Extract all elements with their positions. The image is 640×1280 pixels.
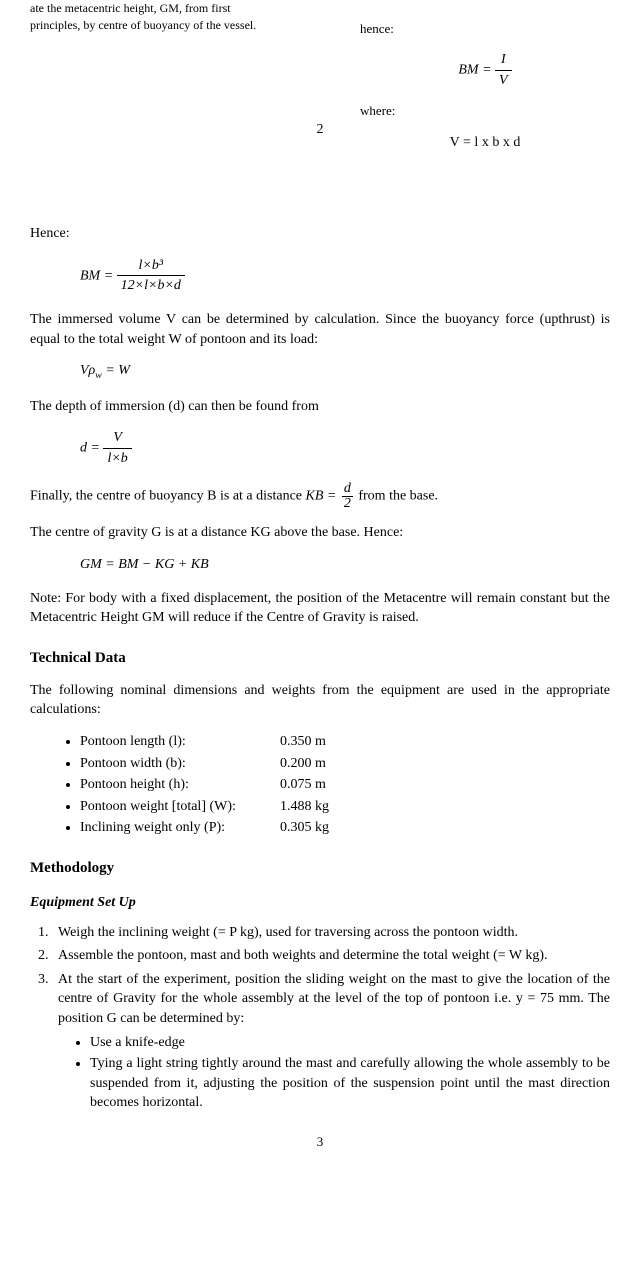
page-number-2: 2 bbox=[317, 120, 324, 140]
bm-formula-main: BM = l×b³ 12×l×b×d bbox=[80, 256, 610, 296]
list-item: At the start of the experiment, position… bbox=[52, 970, 610, 1113]
technical-data-title: Technical Data bbox=[30, 648, 610, 669]
list-item: Pontoon length (l):0.350 m bbox=[80, 732, 610, 752]
top-right-block: hence: BM = I V where: V = l x b x d bbox=[280, 0, 610, 164]
hence-main-label: Hence: bbox=[30, 224, 610, 244]
equipment-setup-title: Equipment Set Up bbox=[30, 893, 610, 913]
para-finally: Finally, the centre of buoyancy B is at … bbox=[30, 482, 610, 511]
page-container: ate the metacentric height, GM, from fir… bbox=[0, 0, 640, 1171]
list-item: Assemble the pontoon, mast and both weig… bbox=[52, 946, 610, 966]
para-depth: The depth of immersion (d) can then be f… bbox=[30, 397, 610, 417]
methodology-title: Methodology bbox=[30, 858, 610, 879]
list-item: Tying a light string tightly around the … bbox=[90, 1054, 610, 1113]
bm-formula-top: BM = I V bbox=[360, 50, 610, 90]
list-item: Inclining weight only (P):0.305 kg bbox=[80, 818, 610, 838]
para-centre-gravity: The centre of gravity G is at a distance… bbox=[30, 523, 610, 543]
d-formula: d = V l×b bbox=[80, 428, 610, 468]
methodology-steps: Weigh the inclining weight (= P kg), use… bbox=[52, 923, 610, 1113]
sub-steps: Use a knife-edge Tying a light string ti… bbox=[90, 1033, 610, 1113]
v-formula: V = l x b x d bbox=[360, 133, 610, 153]
list-item: Weigh the inclining weight (= P kg), use… bbox=[52, 923, 610, 943]
main-content: Hence: BM = l×b³ 12×l×b×d The immersed v… bbox=[30, 224, 610, 1151]
page-number-3: 3 bbox=[30, 1133, 610, 1151]
note-text: Note: For body with a fixed displacement… bbox=[30, 589, 610, 628]
eq-vpw: Vρw = W bbox=[80, 361, 610, 383]
where-label: where: bbox=[360, 102, 610, 120]
technical-data-list: Pontoon length (l):0.350 m Pontoon width… bbox=[80, 732, 610, 838]
top-left-text: ate the metacentric height, GM, from fir… bbox=[30, 0, 280, 34]
list-item: Pontoon height (h):0.075 m bbox=[80, 775, 610, 795]
list-item: Pontoon width (b):0.200 m bbox=[80, 754, 610, 774]
hence-label: hence: bbox=[360, 20, 610, 38]
para-immersed-volume: The immersed volume V can be determined … bbox=[30, 310, 610, 349]
eq-gm: GM = BM − KG + KB bbox=[80, 555, 610, 575]
technical-intro: The following nominal dimensions and wei… bbox=[30, 681, 610, 720]
list-item: Pontoon weight [total] (W):1.488 kg bbox=[80, 797, 610, 817]
list-item: Use a knife-edge bbox=[90, 1033, 610, 1053]
